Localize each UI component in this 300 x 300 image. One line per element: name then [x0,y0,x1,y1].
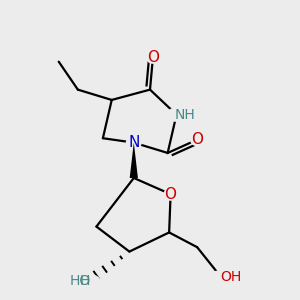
Text: N: N [128,135,140,150]
Text: O: O [165,187,177,202]
Ellipse shape [126,137,141,148]
Ellipse shape [164,188,177,200]
Ellipse shape [211,271,230,283]
Text: O: O [147,50,159,65]
Ellipse shape [167,108,186,121]
Text: O: O [191,132,203,147]
Text: HO: HO [69,274,91,288]
Text: OH: OH [221,270,242,283]
Ellipse shape [190,134,204,146]
Text: NH: NH [175,108,196,122]
Polygon shape [130,142,138,178]
Text: H: H [79,274,90,288]
Ellipse shape [146,51,159,63]
Ellipse shape [76,274,100,287]
